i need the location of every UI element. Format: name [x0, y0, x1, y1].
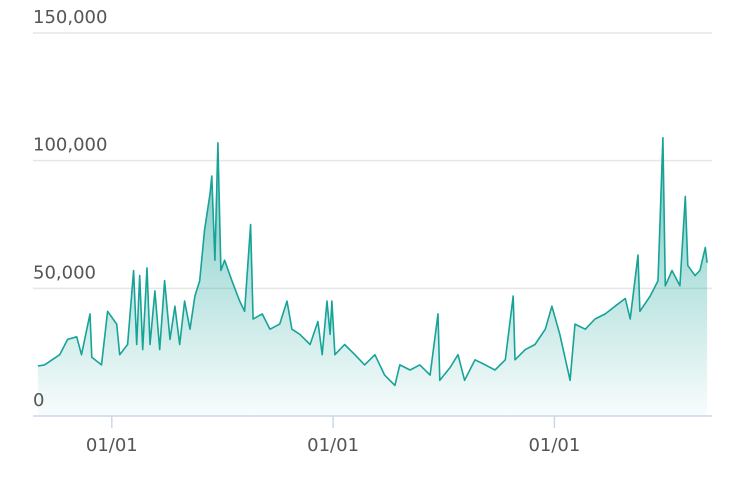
x-tick-label: 01/01	[307, 435, 359, 456]
y-tick-label: 150,000	[33, 7, 107, 28]
x-tick-label: 01/01	[86, 435, 138, 456]
line	[37, 136, 708, 387]
y-tick-label: 50,000	[33, 262, 96, 283]
y-tick-label: 100,000	[33, 135, 107, 156]
x-tick-label: 01/01	[528, 435, 580, 456]
area-fill	[37, 137, 708, 416]
